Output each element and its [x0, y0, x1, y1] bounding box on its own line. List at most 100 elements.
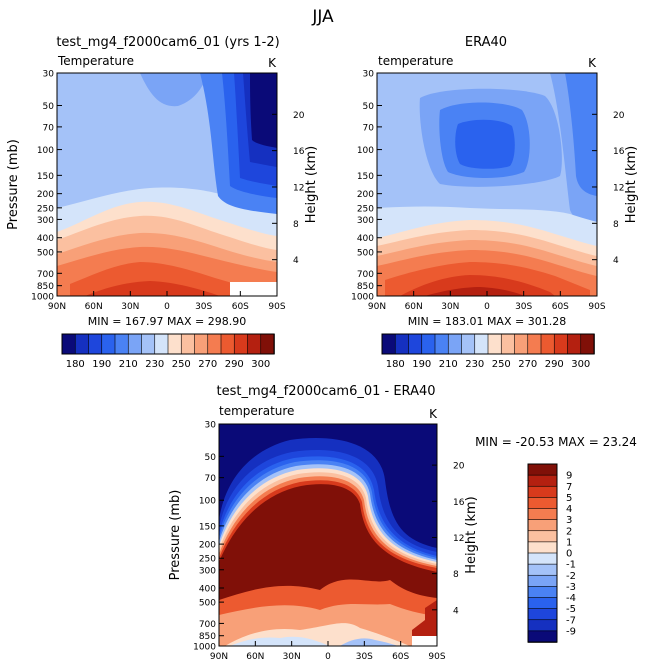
diff-colorbar-label: -2 [566, 571, 576, 582]
figure-title: JJA [311, 7, 334, 27]
obs-ytick-label: 1000 [351, 293, 374, 303]
obs-xtick-label: 60N [405, 302, 423, 312]
panel-diff: test_mg4_f2000cam6_01 - ERA40 temperatur… [216, 384, 637, 647]
diff-xtick-label: 90S [428, 652, 445, 662]
obs-ytick-label: 700 [357, 270, 374, 280]
diff-ytick-label: 400 [199, 584, 216, 594]
band-180 [250, 73, 277, 148]
model-xtick-label: 90N [48, 302, 66, 312]
obs-colorbar-cell [421, 333, 436, 355]
model-ytick-label: 500 [37, 248, 54, 258]
model-ytick-label: 50 [43, 102, 55, 112]
obs-colorbar-label: 290 [545, 359, 564, 370]
model-colorbar-label: 230 [145, 359, 164, 370]
model-colorbar-cell [127, 333, 143, 355]
diff-ylabel: Pressure (mb) [168, 490, 183, 581]
model-height-tick-label: 16 [293, 147, 305, 157]
obs-height-tick-label: 12 [613, 183, 624, 193]
diff-colorbar-cell [527, 630, 558, 643]
model-colorbar-frame [61, 333, 275, 355]
model-colorbar-label: 190 [92, 359, 111, 370]
diff-ytick-label: 500 [199, 599, 216, 609]
obs-colorbar-label: 270 [518, 359, 537, 370]
obs-ylabel-right: Height (km) [624, 146, 639, 223]
obs-height-tick-label: 16 [613, 147, 625, 157]
model-xtick-label: 60N [85, 302, 103, 312]
diff-colorbar-cell [527, 519, 558, 532]
obs-colorbar-cell [553, 333, 569, 355]
diff-height-tick-label: 16 [453, 498, 465, 508]
obs-colorbar-label: 230 [465, 359, 484, 370]
obs-colorbar-cell [381, 333, 397, 355]
diff-xtick-label: 60S [392, 652, 409, 662]
band-220s [565, 73, 597, 196]
diff-xtick-label: 60N [246, 652, 264, 662]
model-ytick-label: 1000 [31, 293, 54, 303]
model-ytick-label: 30 [43, 70, 55, 80]
diff-colorbar-label: 7 [566, 482, 572, 493]
obs-height-tick-label: 20 [613, 111, 625, 121]
model-ytick-label: 100 [37, 146, 54, 156]
model-xtick-label: 30N [121, 302, 139, 312]
diff-colorbar-cell [527, 563, 558, 577]
diff-colorbar-cell [527, 497, 558, 510]
panel-model-contours [57, 73, 277, 296]
diff-colorbar-cell [527, 574, 558, 588]
model-xtick-label: 90S [268, 302, 285, 312]
model-colorbar-label: 290 [225, 359, 244, 370]
obs-colorbar-cell [514, 333, 529, 355]
model-colorbar-cell [207, 333, 222, 355]
panel-obs-title: ERA40 [465, 35, 507, 50]
panel-diff-contours [219, 424, 437, 646]
model-height-tick-label: 4 [293, 256, 299, 266]
diff-ytick-label: 300 [199, 566, 216, 576]
obs-colorbar-label: 180 [386, 359, 405, 370]
band-neg2-low [340, 638, 398, 646]
model-ytick-label: 70 [43, 123, 55, 133]
obs-colorbar-cell [394, 333, 410, 355]
model-colorbar-cell [141, 333, 156, 355]
obs-colorbar-cell [447, 333, 463, 355]
diff-colorbar-label: -7 [566, 615, 576, 626]
model-colorbar-cell [220, 333, 236, 355]
diff-xtick-label: 30S [356, 652, 373, 662]
diff-colorbar-label: 4 [566, 504, 572, 515]
obs-stats: MIN = 183.01 MAX = 301.28 [408, 315, 566, 328]
surface-mask [412, 636, 437, 646]
model-ytick-label: 400 [37, 234, 54, 244]
obs-ytick-label: 100 [357, 146, 374, 156]
model-colorbar-cell [167, 333, 183, 355]
diff-height-tick-label: 8 [453, 570, 459, 580]
diff-xtick-label: 0 [325, 652, 331, 662]
diff-ytick-label: 700 [199, 620, 216, 630]
diff-ytick-label: 250 [199, 555, 216, 565]
model-ytick-label: 200 [37, 190, 54, 200]
model-colorbar-cell [114, 333, 130, 355]
obs-ytick-label: 200 [357, 190, 374, 200]
obs-colorbar-cell [408, 333, 423, 355]
obs-colorbar-cell [461, 333, 476, 355]
model-stats: MIN = 167.97 MAX = 298.90 [88, 315, 246, 328]
obs-ytick-label: 50 [363, 102, 375, 112]
model-colorbar-label: 250 [172, 359, 191, 370]
obs-colorbar-label: 210 [439, 359, 458, 370]
obs-colorbar-cell [487, 333, 503, 355]
obs-xtick-label: 90S [588, 302, 605, 312]
model-colorbar-cell [247, 333, 262, 355]
obs-ytick-label: 500 [357, 248, 374, 258]
diff-colorbar-cell [527, 463, 558, 476]
obs-colorbar-cell [580, 333, 595, 355]
obs-ytick-label: 150 [357, 172, 374, 182]
obs-ytick-label: 400 [357, 234, 374, 244]
obs-ytick-label: 850 [357, 282, 374, 292]
model-colorbar-cell [194, 333, 209, 355]
panel-diff-units: K [429, 407, 438, 421]
diff-colorbar-label: -9 [566, 626, 576, 637]
obs-colorbar-label: 250 [492, 359, 511, 370]
obs-colorbar-cell [567, 333, 582, 355]
obs-colorbar-frame [381, 333, 595, 355]
model-ytick-label: 150 [37, 172, 54, 182]
panel-obs-contours [377, 73, 597, 296]
obs-colorbar-cell [474, 333, 489, 355]
